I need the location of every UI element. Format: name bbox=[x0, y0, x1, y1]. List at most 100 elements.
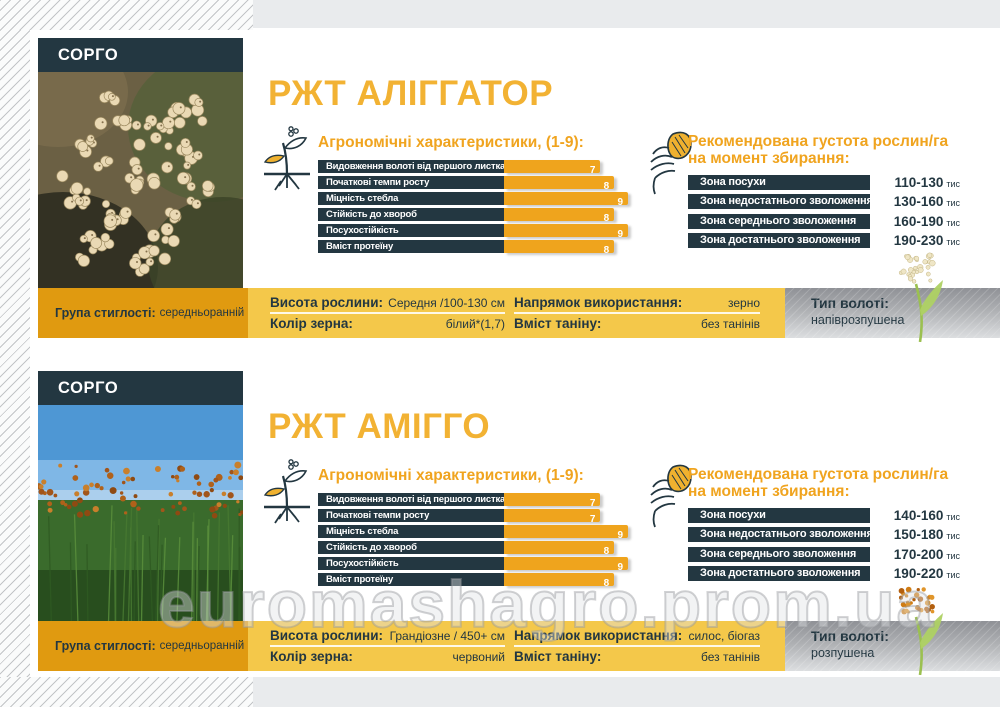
variety-title: РЖТ АЛІГГАТОР bbox=[268, 74, 554, 113]
panicle-type-value: напіврозпушена bbox=[811, 313, 905, 327]
trait-value: 9 bbox=[617, 530, 623, 541]
trait-label: Видовження волоті від першого листка bbox=[318, 160, 504, 173]
divider bbox=[270, 312, 505, 314]
trait-track: 7 bbox=[504, 509, 628, 525]
panicle-type-panel: Тип волоті: напіврозпушена bbox=[785, 288, 1000, 338]
trait-value: 8 bbox=[603, 546, 610, 557]
grain-color-label: Колір зерна: bbox=[270, 316, 353, 331]
sorghum-field-photo bbox=[38, 405, 243, 621]
specs-panel: Висота рослини: Грандіозне / 450+ см Кол… bbox=[248, 621, 785, 671]
variety-card-alligator: СОРГО РЖТ АЛІГГАТОР Агрономічні характер… bbox=[0, 38, 1000, 343]
bottom-gray-strip bbox=[253, 677, 1000, 707]
maturity-label: Група стиглості: bbox=[55, 639, 156, 653]
tannin-value: без танінів bbox=[701, 649, 760, 664]
variety-title: РЖТ АМІГГО bbox=[268, 407, 491, 446]
tannin-value: без танінів bbox=[701, 316, 760, 331]
zone-value: 170-200 тис bbox=[893, 546, 960, 562]
hatch-pattern-bottom-left bbox=[0, 677, 253, 707]
specs-column-right: Напрямок використання: зерно Вміст танін… bbox=[514, 293, 760, 333]
zone-row: Зона посухи 110-130 тис bbox=[688, 175, 960, 190]
trait-value: 8 bbox=[603, 213, 610, 224]
height-label: Висота рослини: bbox=[270, 628, 383, 643]
zone-row: Зона середнього зволоження 170-200 тис bbox=[688, 546, 960, 562]
zone-row: Зона середнього зволоження 160-190 тис bbox=[688, 213, 960, 229]
height-label: Висота рослини: bbox=[270, 295, 383, 310]
trait-label: Стійкість до хвороб bbox=[318, 208, 504, 221]
zone-label: Зона недостатнього зволоження bbox=[688, 194, 873, 210]
zone-row: Зона посухи 140-160 тис bbox=[688, 508, 960, 523]
zone-label: Зона середнього зволоження bbox=[688, 546, 870, 562]
trait-bar-fill: 8 bbox=[504, 176, 615, 192]
trait-label: Початкові темпи росту bbox=[318, 509, 504, 522]
top-gray-strip bbox=[253, 0, 1000, 28]
trait-value: 7 bbox=[589, 165, 596, 176]
card-footer: Група стиглості: середньоранній Висота р… bbox=[38, 252, 1000, 343]
trait-track: 8 bbox=[504, 208, 628, 224]
zone-label: Зона недостатнього зволоження bbox=[688, 527, 873, 543]
trait-bar-fill: 7 bbox=[504, 160, 601, 176]
zone-value: 190-230 тис bbox=[893, 233, 960, 249]
trait-label: Видовження волоті від першого листка bbox=[318, 493, 504, 506]
trait-bars: Видовження волоті від першого листка 7 П… bbox=[318, 160, 642, 256]
maturity-value: середньоранній bbox=[159, 640, 245, 652]
trait-value: 8 bbox=[603, 578, 610, 589]
trait-bars: Видовження волоті від першого листка 7 П… bbox=[318, 493, 642, 589]
spec-row: Колір зерна: червоний bbox=[270, 647, 505, 666]
variety-card-amiggo: СОРГО РЖТ АМІГГО Агрономічні характерист… bbox=[0, 371, 1000, 676]
trait-row: Посухостійкість 9 bbox=[318, 224, 642, 240]
grain-color-value: білий*(1,7) bbox=[445, 316, 505, 331]
zone-label: Зона достатнього зволоження bbox=[688, 233, 870, 249]
hand-seed-icon bbox=[645, 126, 699, 196]
maturity-panel: Група стиглості: середньоранній bbox=[38, 621, 248, 671]
trait-row: Міцність стебла 9 bbox=[318, 525, 642, 541]
trait-bar-fill: 9 bbox=[504, 525, 628, 541]
trait-track: 9 bbox=[504, 192, 628, 208]
panicle-type-value: розпушена bbox=[811, 646, 875, 660]
trait-track: 8 bbox=[504, 573, 628, 589]
trait-row: Видовження волоті від першого листка 7 bbox=[318, 160, 642, 176]
zone-value: 190-220 тис bbox=[893, 566, 960, 582]
panicle-type-label: Тип волоті: bbox=[811, 295, 889, 311]
category-label: СОРГО bbox=[58, 46, 119, 64]
zone-label: Зона посухи bbox=[688, 175, 870, 190]
trait-track: 8 bbox=[504, 240, 628, 256]
zone-label: Зона достатнього зволоження bbox=[688, 566, 870, 582]
trait-bar-fill: 8 bbox=[504, 541, 615, 557]
trait-bar-fill: 9 bbox=[504, 557, 628, 573]
hatch-pattern-left bbox=[0, 30, 30, 677]
trait-label: Початкові темпи росту bbox=[318, 176, 504, 189]
density-zones: Зона посухи 140-160 тис Зона недостатньог… bbox=[688, 508, 960, 586]
trait-track: 9 bbox=[504, 525, 628, 541]
usage-value: зерно bbox=[727, 295, 760, 310]
category-badge: СОРГО bbox=[38, 371, 243, 405]
trait-row: Вміст протеїну 8 bbox=[318, 573, 642, 589]
zone-label: Зона посухи bbox=[688, 508, 870, 523]
panicle-type-label: Тип волоті: bbox=[811, 628, 889, 644]
zone-value: 150-180 тис bbox=[893, 527, 960, 543]
agro-heading: Агрономічні характеристики, (1-9): bbox=[318, 134, 584, 151]
divider bbox=[514, 645, 760, 647]
tannin-label: Вміст таніну: bbox=[514, 649, 602, 664]
specs-column-right: Напрямок використання: силос, біогаз Вмі… bbox=[514, 626, 760, 666]
maturity-label: Група стиглості: bbox=[55, 306, 156, 320]
panicle-illustration bbox=[890, 585, 952, 676]
trait-label: Посухостійкість bbox=[318, 224, 504, 237]
trait-track: 8 bbox=[504, 176, 628, 192]
zone-row: Зона недостатнього зволоження 130-160 тис bbox=[688, 194, 960, 210]
zone-value: 140-160 тис bbox=[893, 508, 960, 523]
trait-label: Вміст протеїну bbox=[318, 573, 504, 586]
trait-label: Вміст протеїну bbox=[318, 240, 504, 253]
zone-row: Зона недостатнього зволоження 150-180 тис bbox=[688, 527, 960, 543]
trait-value: 7 bbox=[589, 498, 596, 509]
trait-value: 9 bbox=[617, 229, 623, 240]
category-label: СОРГО bbox=[58, 379, 119, 397]
trait-row: Початкові темпи росту 7 bbox=[318, 509, 642, 525]
trait-value: 9 bbox=[617, 562, 623, 573]
trait-bar-fill: 9 bbox=[504, 224, 628, 240]
maturity-value: середньоранній bbox=[159, 307, 245, 319]
specs-panel: Висота рослини: Середня /100-130 см Колі… bbox=[248, 288, 785, 338]
variety-photo bbox=[38, 72, 243, 288]
trait-value: 7 bbox=[589, 514, 596, 525]
sprout-icon bbox=[261, 126, 313, 198]
